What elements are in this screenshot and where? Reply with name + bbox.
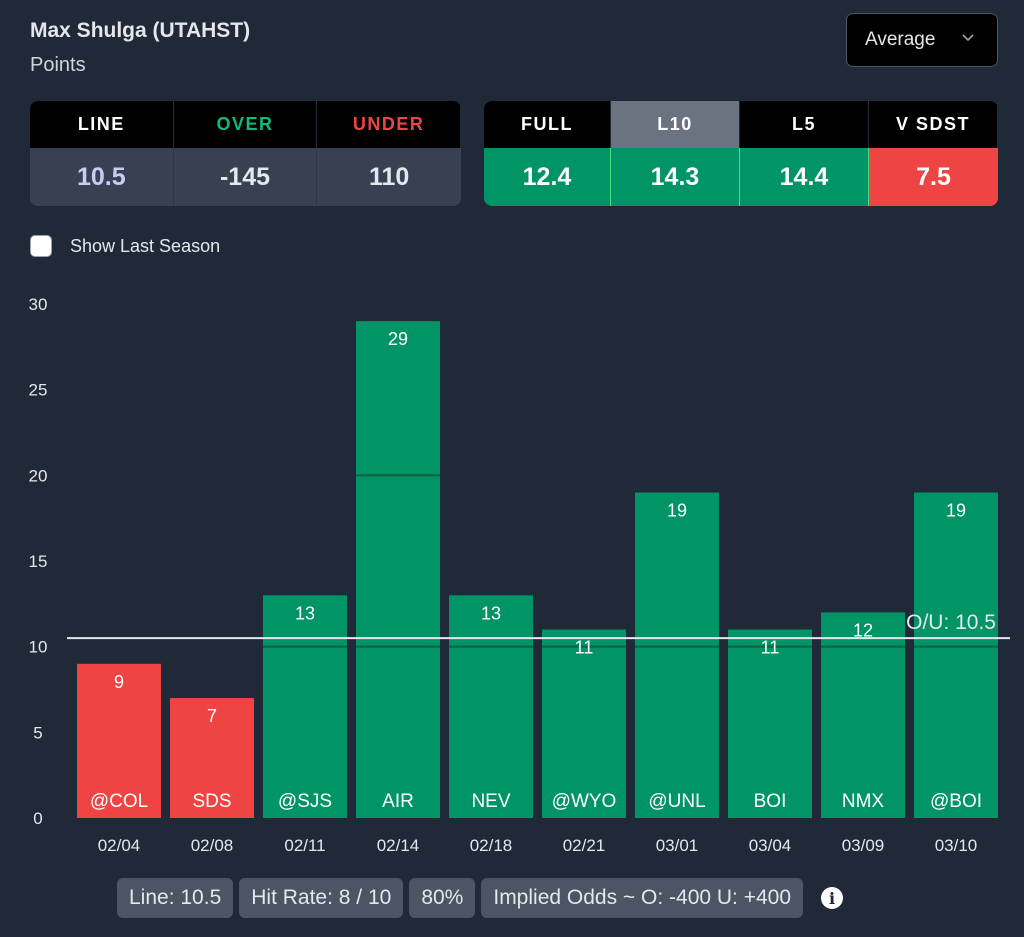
y-tick-label: 10 <box>29 638 48 657</box>
bar-value-label: 19 <box>946 500 966 520</box>
y-tick-label: 15 <box>29 552 48 571</box>
tab-vs-opponent[interactable]: V SDST <box>869 101 998 148</box>
x-tick-label: 02/21 <box>563 836 606 855</box>
dropdown-selected: Average <box>865 29 936 50</box>
x-tick-label: 02/08 <box>191 836 234 855</box>
line-header: LINE <box>30 101 174 148</box>
bar-value-label: 11 <box>575 638 594 658</box>
opponent-label: @SJS <box>278 791 332 812</box>
x-tick-label: 03/10 <box>935 836 978 855</box>
bar <box>356 321 440 818</box>
under-odds: 110 <box>317 148 461 206</box>
x-tick-label: 02/18 <box>470 836 513 855</box>
opponent-label: NMX <box>842 791 885 812</box>
bar <box>821 612 905 818</box>
bar <box>263 595 347 818</box>
full-average: 12.4 <box>484 148 611 206</box>
bar-value-label: 9 <box>114 672 124 692</box>
under-header: UNDER <box>317 101 461 148</box>
average-table: FULL L10 L5 V SDST 12.4 14.3 14.4 7.5 <box>484 101 998 206</box>
over-header: OVER <box>173 101 318 148</box>
x-tick-label: 03/09 <box>842 836 885 855</box>
bar <box>914 492 998 818</box>
bar-value-label: 13 <box>481 603 501 623</box>
chevron-down-icon <box>962 34 974 42</box>
opponent-label: NEV <box>471 791 510 812</box>
tab-l10[interactable]: L10 <box>611 101 740 148</box>
bar <box>170 698 254 818</box>
bar <box>728 629 812 818</box>
x-tick-label: 02/14 <box>377 836 420 855</box>
summary-bar: Line: 10.5 Hit Rate: 8 / 10 80% Implied … <box>117 878 844 918</box>
show-last-season-label: Show Last Season <box>70 235 221 256</box>
stat-mode-dropdown[interactable]: Average <box>846 13 998 67</box>
info-icon[interactable]: i <box>821 887 844 909</box>
y-tick-label: 20 <box>29 466 48 485</box>
opponent-label: @WYO <box>552 791 617 812</box>
over-under-label: O/U: 10.5 <box>906 611 996 634</box>
hit-percent-pill: 80% <box>409 878 476 918</box>
bar <box>77 663 161 818</box>
x-tick-label: 03/01 <box>656 836 699 855</box>
points-bar-chart: 0 5 10 15 20 25 30 9 @COL 02/04 7 SDS 02/08 13 @SJS 02/… <box>29 295 1010 855</box>
opponent-label: BOI <box>754 791 787 812</box>
bar-value-label: 11 <box>761 638 780 658</box>
opponent-label: SDS <box>192 791 231 812</box>
y-tick-label: 0 <box>33 809 42 828</box>
odds-table: LINE OVER UNDER 10.5 -145 110 <box>30 101 461 206</box>
bar <box>635 492 719 818</box>
player-name: Max Shulga (UTAHST) <box>30 19 251 42</box>
y-tick-label: 5 <box>33 723 42 742</box>
bar-value-label: 12 <box>853 620 873 640</box>
vs-opponent-average: 7.5 <box>869 148 998 206</box>
opponent-label: @COL <box>90 791 148 812</box>
x-tick-label: 02/04 <box>98 836 141 855</box>
opponent-label: @UNL <box>648 791 705 812</box>
y-tick-label: 30 <box>29 295 48 314</box>
opponent-label: @BOI <box>930 791 982 812</box>
show-last-season-toggle[interactable]: Show Last Season <box>30 235 220 257</box>
line-value: 10.5 <box>30 148 174 206</box>
bar <box>542 629 626 818</box>
bar <box>449 595 533 818</box>
opponent-label: AIR <box>382 791 414 812</box>
tab-full[interactable]: FULL <box>484 101 611 148</box>
x-tick-label: 03/04 <box>749 836 792 855</box>
y-tick-label: 25 <box>29 381 48 400</box>
show-last-season-checkbox[interactable] <box>30 235 52 257</box>
l5-average: 14.4 <box>740 148 869 206</box>
stat-name: Points <box>30 54 86 76</box>
bar-value-label: 19 <box>667 500 687 520</box>
implied-odds-pill: Implied Odds ~ O: -400 U: +400 <box>481 878 804 918</box>
l10-average: 14.3 <box>611 148 740 206</box>
hit-rate-pill: Hit Rate: 8 / 10 <box>239 878 404 918</box>
bar-value-label: 29 <box>388 329 408 349</box>
bar-value-label: 13 <box>295 603 315 623</box>
x-tick-label: 02/11 <box>284 836 325 855</box>
bar-value-label: 7 <box>207 706 217 726</box>
over-odds: -145 <box>173 148 318 206</box>
line-pill: Line: 10.5 <box>117 878 234 918</box>
tab-l5[interactable]: L5 <box>740 101 869 148</box>
